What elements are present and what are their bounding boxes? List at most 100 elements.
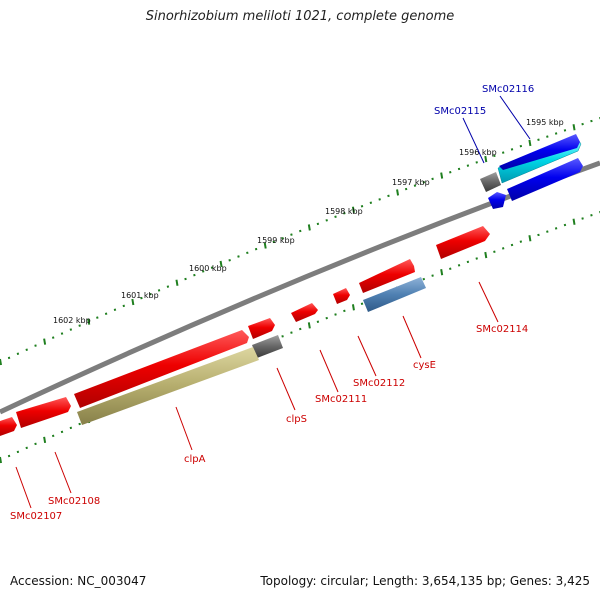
- outer-scale-tick: [334, 215, 337, 219]
- gene-label-smc02114[interactable]: SMc02114: [476, 324, 528, 335]
- gene-smc02108-arrow[interactable]: [16, 397, 71, 428]
- scale-label-1600: 1600 kbp: [189, 264, 227, 273]
- outer-scale-tick: [131, 298, 135, 306]
- leader-clpa: [175, 406, 193, 451]
- gene-clpa-arrow[interactable]: [74, 330, 249, 408]
- leader-smc02108: [54, 451, 72, 494]
- outer-scale-tick: [246, 251, 249, 255]
- genome-backbone: [0, 160, 600, 415]
- inner-scale-tick: [422, 277, 425, 281]
- inner-scale-tick: [351, 304, 355, 311]
- outer-scale-tick: [422, 181, 425, 184]
- gene-smc02107-arrow[interactable]: [0, 417, 17, 436]
- inner-scale-tick: [475, 257, 478, 260]
- gene-label-smc02111[interactable]: SMc02111: [315, 394, 367, 405]
- outer-scale-tick: [493, 154, 496, 158]
- leader-smc02111: [319, 349, 339, 393]
- outer-scale-tick: [254, 247, 258, 251]
- outer-scale-tick: [122, 304, 125, 308]
- inner-scale-tick: [316, 320, 320, 323]
- outer-scale-tick: [193, 273, 196, 277]
- outer-scale-tick: [519, 144, 523, 148]
- inner-scale-tick: [554, 227, 558, 230]
- gene-clps-box[interactable]: [252, 335, 283, 358]
- inner-scale-tick: [34, 442, 37, 446]
- outer-scale-tick: [7, 356, 11, 360]
- inner-scale-tick: [69, 426, 73, 430]
- outer-scale-tick: [299, 229, 302, 233]
- inner-scale-tick: [537, 233, 540, 237]
- inner-scale-tick: [501, 247, 505, 250]
- gene-smc02111-arrow[interactable]: [291, 303, 318, 322]
- outer-scale-tick: [396, 189, 400, 196]
- outer-scale-tick: [113, 308, 117, 312]
- inner-scale-tick: [440, 269, 444, 276]
- outer-scale-tick: [25, 348, 28, 351]
- outer-scale-tick: [43, 338, 47, 345]
- inner-scale-tick: [519, 240, 523, 243]
- inner-scale-tick: [484, 251, 488, 259]
- inner-scale-tick: [334, 313, 337, 316]
- outer-scale-tick: [263, 242, 267, 249]
- outer-scale-tick: [78, 324, 81, 327]
- outer-scale-tick: [201, 270, 205, 273]
- inner-scale-track: [0, 211, 600, 464]
- inner-scale-tick: [590, 213, 593, 217]
- outer-scale-tick: [272, 240, 275, 244]
- outer-scale-tick: [351, 206, 355, 213]
- gene-smc02112-arrow[interactable]: [333, 288, 350, 304]
- outer-scale-tick: [563, 129, 567, 132]
- gene-smc02115-box[interactable]: [480, 172, 501, 192]
- outer-scale-tick: [184, 277, 187, 281]
- scale-label-1595: 1595 kbp: [526, 118, 564, 127]
- gene-cyse-box[interactable]: [363, 277, 426, 312]
- gene-label-smc02107[interactable]: SMc02107: [10, 511, 62, 522]
- outer-scale-tick: [149, 293, 152, 296]
- inner-scale-tick: [43, 436, 47, 444]
- inner-scale-tick: [7, 454, 11, 458]
- gene-smc02116-reverse-arrow[interactable]: [507, 158, 583, 201]
- gene-label-smc02112[interactable]: SMc02112: [353, 378, 405, 389]
- outer-scale-tick: [87, 318, 91, 325]
- gene-label-smc02115[interactable]: SMc02115: [434, 106, 486, 117]
- inner-scale-tick: [572, 218, 576, 225]
- outer-scale-tick: [281, 236, 284, 240]
- gene-cyse-upper-arrow[interactable]: [359, 259, 415, 293]
- scale-label-1599: 1599 kbp: [257, 236, 295, 245]
- gene-clps-arrow[interactable]: [248, 318, 275, 339]
- outer-scale-tick: [175, 279, 179, 286]
- leader-clps: [276, 367, 296, 411]
- outer-scale-tick: [316, 222, 320, 226]
- gene-label-smc02108[interactable]: SMc02108: [48, 496, 100, 507]
- gene-smc02115-reverse-arrow[interactable]: [488, 192, 506, 209]
- gene-label-clps[interactable]: clpS: [286, 414, 307, 425]
- inner-scale-tick: [528, 235, 532, 242]
- outer-scale-tick: [572, 124, 576, 131]
- leader-smc02115: [462, 117, 485, 164]
- outer-scale-tick: [457, 167, 461, 171]
- gene-label-clpa[interactable]: clpA: [184, 454, 206, 465]
- inner-scale-tick: [78, 422, 81, 426]
- gene-smc02116-blue-arrow[interactable]: [499, 134, 580, 170]
- accession-text: Accession: NC_003047: [10, 574, 147, 588]
- outer-scale-tick: [404, 187, 408, 191]
- outer-scale-tick: [210, 266, 214, 269]
- outer-scale-tick: [484, 155, 488, 163]
- outer-scale-tick: [378, 198, 381, 201]
- inner-scale-tick: [290, 331, 293, 334]
- gene-label-cyse[interactable]: cysE: [413, 360, 436, 371]
- inner-scale-tick: [360, 302, 364, 306]
- outer-scale-tick: [387, 194, 390, 198]
- outer-scale-tick: [431, 177, 434, 181]
- outer-scale-tick: [440, 172, 444, 179]
- outer-scale-tick: [528, 139, 532, 147]
- inner-scale-tick: [299, 327, 302, 331]
- gene-clpa-box[interactable]: [77, 347, 259, 425]
- outer-scale-tick: [290, 233, 293, 236]
- outer-scale-tick: [140, 296, 143, 300]
- gene-label-smc02116[interactable]: SMc02116: [482, 84, 534, 95]
- outer-scale-tick: [343, 212, 346, 215]
- leader-smc02107: [15, 466, 32, 509]
- gene-smc02114-arrow[interactable]: [436, 226, 490, 259]
- inner-scale-tick: [546, 230, 549, 233]
